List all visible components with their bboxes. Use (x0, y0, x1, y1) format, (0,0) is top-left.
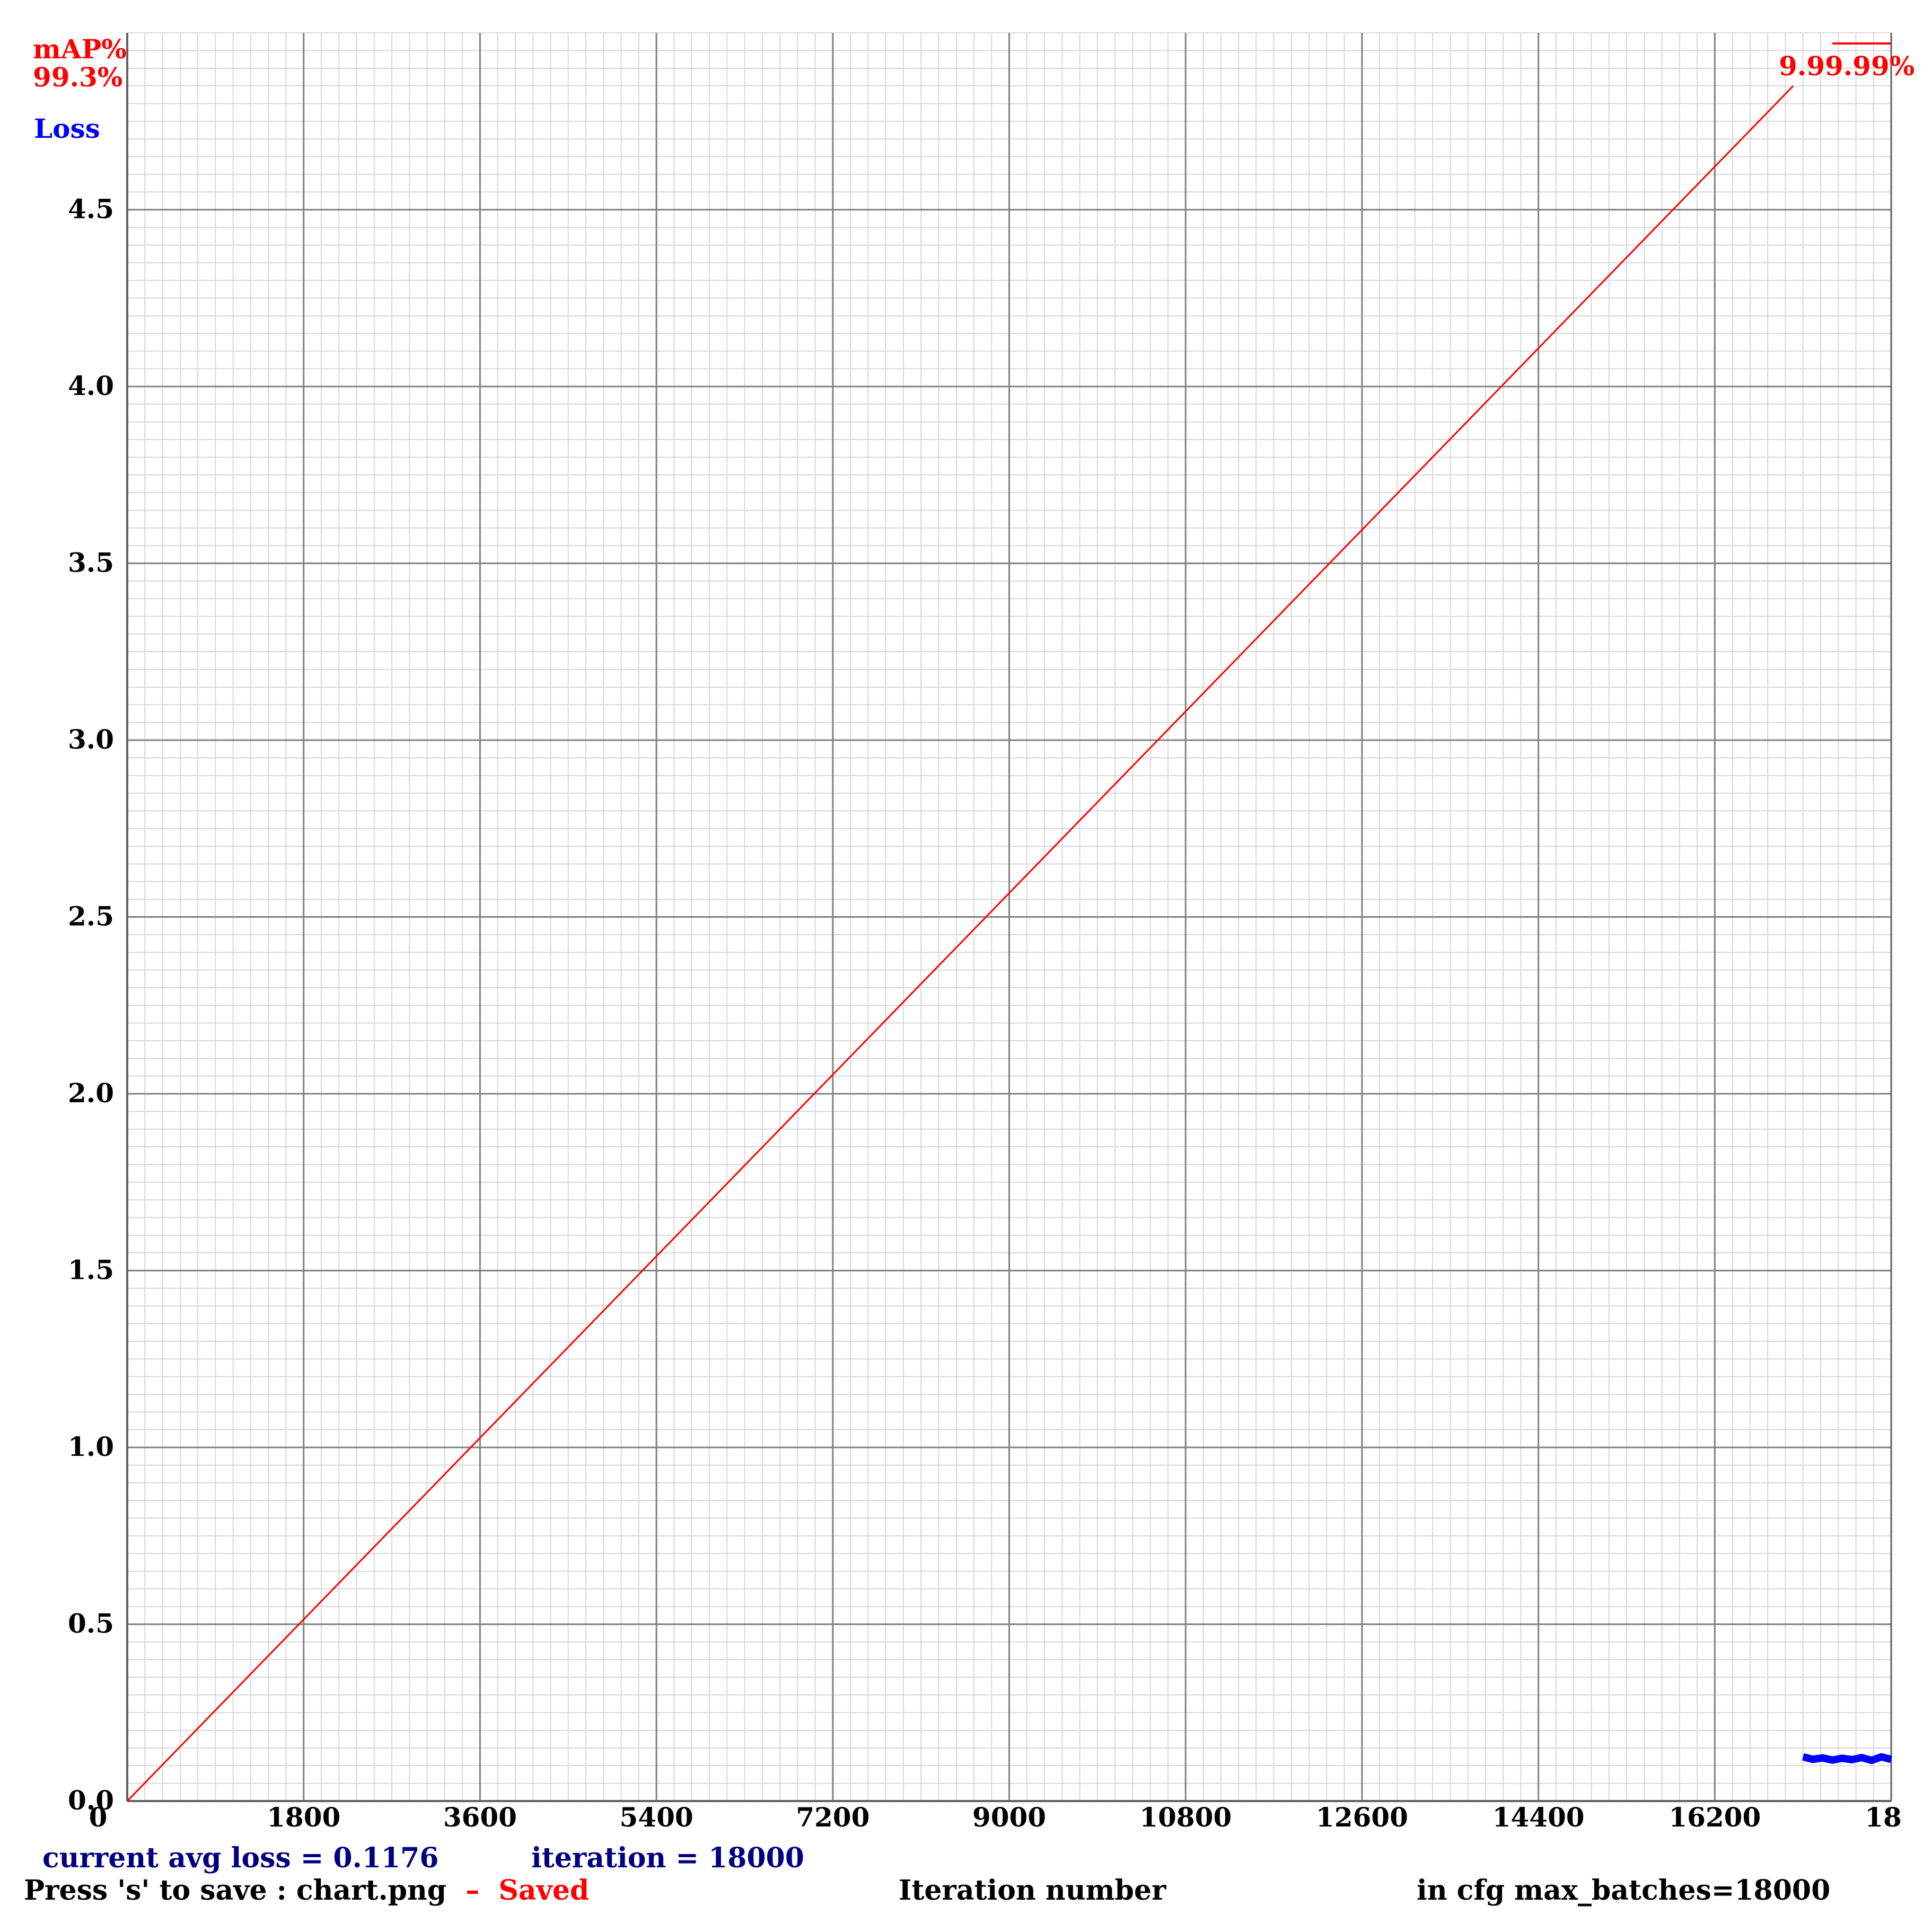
x-tick-label: 12600 (1316, 1802, 1408, 1833)
map-series-line (126, 85, 1794, 1802)
y-tick-label: 4.0 (68, 370, 114, 401)
major-grid (127, 33, 1891, 1801)
x-tick-label: 0 (89, 1802, 108, 1833)
x-tick-label: 14400 (1492, 1802, 1585, 1833)
x-tick-label: 18 (1865, 1802, 1902, 1833)
y-tick-label: 0.5 (68, 1608, 114, 1639)
y-tick-label: 1.0 (68, 1431, 114, 1462)
plot-frame (126, 33, 1892, 1802)
y-tick-label: 3.0 (68, 724, 114, 755)
loss-series-line (1802, 1753, 1892, 1764)
save-hint-text: Press 's' to save : chart.png (24, 1874, 446, 1907)
series-layer (126, 42, 1892, 1802)
y-tick-label: 2.5 (68, 901, 114, 932)
x-tick-label: 1800 (267, 1802, 340, 1833)
max-batches-info: in cfg max_batches=18000 (1417, 1874, 1830, 1907)
x-tick-label: 9000 (972, 1802, 1046, 1833)
saved-dash: – (466, 1874, 479, 1907)
map-end-label: 9.99.99% (1779, 50, 1915, 82)
y-tick-label: 2.0 (68, 1077, 114, 1109)
saved-status: Saved (498, 1874, 589, 1907)
x-tick-label: 3600 (443, 1802, 517, 1833)
y-tick-label: 3.5 (68, 547, 114, 578)
x-tick-label: 7200 (796, 1802, 870, 1833)
map-legend-value: 99.3% (33, 62, 122, 93)
x-tick-label: 5400 (620, 1802, 693, 1833)
current-avg-loss: current avg loss = 0.1176 (42, 1842, 438, 1874)
x-tick-labels: 0 1800 3600 5400 7200 9000 10800 12600 14400 1620… (89, 1802, 1902, 1833)
x-tick-label: 10800 (1139, 1802, 1232, 1833)
map-legend-label: mAP% (33, 33, 127, 65)
y-tick-label: 1.5 (68, 1254, 114, 1286)
loss-legend-label: Loss (34, 113, 100, 144)
y-tick-label: 0.0 (68, 1785, 114, 1816)
y-tick-label: 4.5 (68, 194, 114, 225)
iteration-readout: iteration = 18000 (531, 1842, 804, 1874)
save-hint: Press 's' to save : chart.png – Saved (24, 1874, 589, 1907)
x-axis-label: Iteration number (899, 1874, 1166, 1907)
x-tick-label: 16200 (1669, 1802, 1761, 1833)
y-tick-labels: 0.0 0.5 1.0 1.5 2.0 2.5 3.0 3.5 4.0 4.5 (68, 194, 114, 1816)
